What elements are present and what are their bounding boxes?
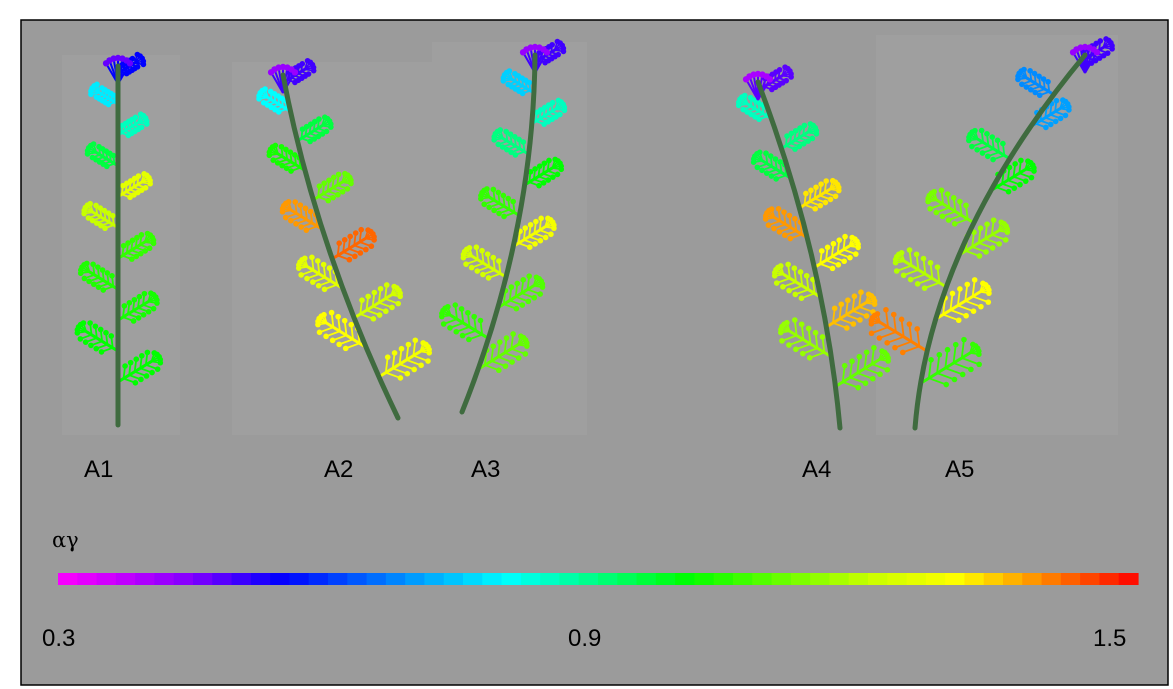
plant-branches — [735, 64, 891, 391]
colorbar-cell — [154, 573, 175, 585]
colorbar-cell — [636, 573, 657, 585]
colorbar-cell — [231, 573, 252, 585]
colorbar-cell — [482, 573, 503, 585]
colorbar-cell — [96, 573, 117, 585]
colorbar-cell — [347, 573, 368, 585]
colorbar-cell — [540, 573, 561, 585]
colorbar-cell — [1080, 573, 1101, 585]
colorbar-cell — [443, 573, 464, 585]
colorbar — [58, 573, 1139, 585]
colorbar-tick-mid: 0.9 — [568, 625, 602, 652]
colorbar-cell — [193, 573, 213, 585]
colorbar-cell — [675, 573, 696, 585]
colorbar-cell — [115, 573, 136, 585]
colorbar-cell — [289, 573, 310, 585]
colorbar-cell — [868, 573, 888, 585]
plant-panel-a3 — [432, 42, 587, 435]
colorbar-cell — [829, 573, 850, 585]
plant-label-a3: A3 — [471, 456, 501, 483]
colorbar-cell — [713, 573, 734, 585]
colorbar-cell — [559, 573, 580, 585]
colorbar-cell — [328, 573, 348, 585]
colorbar-cell — [694, 573, 715, 585]
plant-stem — [459, 52, 538, 415]
plant-a4 — [735, 64, 891, 431]
colorbar-symbol: αγ — [52, 528, 79, 552]
colorbar-cell — [58, 573, 78, 585]
plant-label-a4: A4 — [802, 456, 832, 483]
plant-panel-a5 — [876, 35, 1118, 435]
plant-label-a1: A1 — [84, 456, 114, 483]
colorbar-cell — [925, 573, 946, 585]
colorbar-cell — [212, 573, 233, 585]
colorbar-cell — [752, 573, 773, 585]
plant-stem — [280, 72, 401, 421]
colorbar-cell — [598, 573, 618, 585]
colorbar-tick-max: 1.5 — [1093, 625, 1127, 652]
colorbar-cell — [173, 573, 194, 585]
colorbar-cell — [771, 573, 792, 585]
colorbar-cell — [733, 573, 753, 585]
plant-branches — [438, 38, 568, 374]
colorbar-cell — [964, 573, 985, 585]
figure-border — [20, 19, 1169, 686]
colorbar-cell — [1060, 573, 1081, 585]
colorbar-cell — [810, 573, 831, 585]
colorbar-cell — [790, 573, 811, 585]
colorbar-cell — [520, 573, 541, 585]
plant-stem — [755, 79, 843, 431]
plant-label-a2: A2 — [324, 456, 354, 483]
colorbar-cell — [617, 573, 638, 585]
colorbar-cell — [463, 573, 483, 585]
plant-label-a5: A5 — [945, 456, 975, 483]
colorbar-cell — [655, 573, 676, 585]
colorbar-cell — [424, 573, 445, 585]
plant-branches — [256, 57, 433, 381]
colorbar-cell — [77, 573, 98, 585]
plant-branches — [74, 51, 164, 386]
colorbar-cell — [983, 573, 1004, 585]
colorbar-cell — [501, 573, 522, 585]
plant-a5 — [868, 36, 1115, 431]
colorbar-cell — [578, 573, 599, 585]
colorbar-cell — [906, 573, 927, 585]
plants-layer — [74, 36, 1115, 431]
colorbar-cell — [385, 573, 406, 585]
colorbar-cell — [405, 573, 426, 585]
plant-a1 — [74, 51, 164, 428]
colorbar-cell — [270, 573, 291, 585]
colorbar-cell — [1003, 573, 1023, 585]
colorbar-cell — [1099, 573, 1120, 585]
colorbar-cell — [250, 573, 271, 585]
colorbar-cell — [1041, 573, 1062, 585]
colorbar-cell — [945, 573, 966, 585]
plant-a2 — [256, 57, 433, 421]
colorbar-cell — [366, 573, 387, 585]
colorbar-cell — [1118, 573, 1139, 585]
colorbar-tick-min: 0.3 — [42, 625, 76, 652]
colorbar-cell — [135, 573, 156, 585]
plant-branches — [868, 36, 1115, 388]
colorbar-cell — [1022, 573, 1043, 585]
colorbar-cell — [308, 573, 329, 585]
colorbar-cell — [848, 573, 869, 585]
plant-stem — [912, 52, 1088, 431]
plant-a3 — [438, 38, 568, 415]
colorbar-cell — [887, 573, 908, 585]
